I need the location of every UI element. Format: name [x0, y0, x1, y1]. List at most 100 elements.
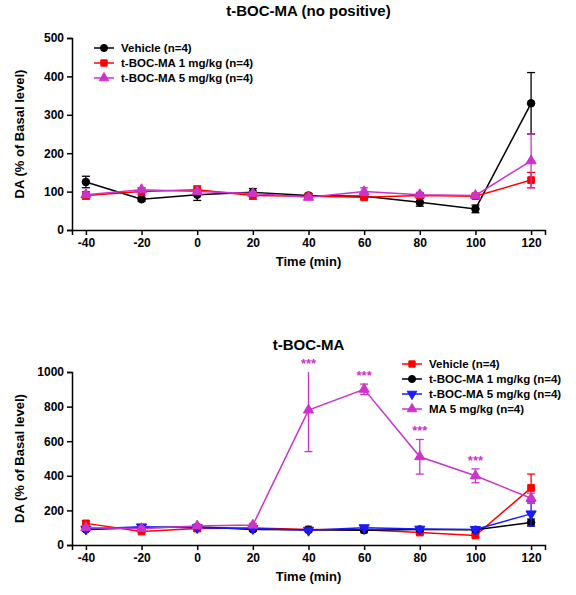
- legend-entry: MA 5 mg/kg (n=4): [402, 403, 524, 415]
- tick-label: 20: [247, 236, 261, 250]
- tick: -40: [78, 230, 96, 250]
- error-bar-cap: [360, 394, 368, 395]
- marker: [415, 526, 425, 535]
- annotation: ***: [468, 453, 484, 468]
- error-bar-cap: [416, 439, 424, 440]
- legend-symbol: [408, 375, 415, 382]
- tick-mark: [420, 545, 422, 550]
- tick: 120: [522, 230, 542, 250]
- error-bar-cap: [527, 503, 535, 504]
- legend-symbol: [101, 60, 107, 66]
- marker: [526, 511, 536, 520]
- marker: [416, 199, 424, 207]
- tick: 0: [57, 538, 72, 552]
- tick: 200: [44, 147, 72, 161]
- tick: 200: [44, 504, 72, 518]
- tick-mark: [67, 476, 72, 478]
- y-axis: 0100200300400500: [44, 31, 73, 237]
- error-bar-cap: [527, 133, 535, 134]
- y-axis-line: [67, 39, 73, 231]
- legend: Vehicle (n=4)t-BOC-MA 1 mg/kg (n=4)t-BOC…: [402, 358, 561, 415]
- tick-label: 1000: [37, 365, 64, 379]
- tick: 800: [44, 400, 72, 414]
- marker: [192, 520, 202, 529]
- plot-area: [81, 73, 536, 213]
- legend-label: t-BOC-MA 5 mg/kg (n=4): [121, 72, 253, 84]
- tick-label: -20: [133, 236, 151, 250]
- legend-symbol: [100, 44, 107, 51]
- tick: 0: [57, 223, 72, 237]
- series: [81, 502, 536, 536]
- marker: [248, 188, 258, 197]
- y-axis-title: DA (% of Basal level): [12, 70, 27, 199]
- tick-label: 40: [302, 236, 316, 250]
- legend-entry: t-BOC-MA 5 mg/kg (n=4): [94, 72, 253, 84]
- tick-mark: [67, 545, 72, 547]
- legend-label: Vehicle (n=4): [121, 42, 192, 54]
- legend-label: t-BOC-MA 1 mg/kg (n=4): [121, 57, 253, 69]
- tick: 80: [414, 230, 428, 250]
- legend: Vehicle (n=4) t-BOC-MA 1 mg/kg (n=4) t-BOC…: [94, 42, 253, 84]
- tick-mark: [141, 545, 143, 550]
- legend-label: MA 5 mg/kg (n=4): [429, 403, 524, 415]
- tick-mark: [67, 406, 72, 408]
- tick-mark: [253, 545, 255, 550]
- tick-mark: [364, 230, 366, 235]
- tick: 500: [44, 31, 72, 45]
- series: [82, 474, 535, 539]
- tick-mark: [67, 191, 72, 193]
- tick-label: 500: [44, 31, 64, 45]
- marker: [303, 191, 313, 200]
- tick-label: 100: [466, 236, 486, 250]
- tick: 100: [466, 545, 486, 565]
- marker: [415, 189, 425, 198]
- tick-label: -40: [78, 236, 96, 250]
- tick-mark: [67, 510, 72, 512]
- tick-mark: [197, 230, 199, 235]
- tick-mark: [86, 545, 88, 550]
- y-axis-line: [67, 373, 73, 546]
- legend-label: t-BOC-MA 1 mg/kg (n=4): [429, 373, 561, 385]
- marker: [527, 99, 535, 107]
- tick-mark: [67, 76, 72, 78]
- error-bar-cap: [416, 473, 424, 474]
- tick-mark: [67, 372, 72, 374]
- tick-label: 60: [358, 236, 372, 250]
- legend-entry: Vehicle (n=4): [94, 42, 192, 54]
- tick-label: -20: [133, 551, 151, 565]
- marker: [248, 519, 258, 528]
- tick-mark: [420, 230, 422, 235]
- tick-mark: [364, 545, 366, 550]
- tick-mark: [67, 230, 72, 232]
- marker: [470, 526, 480, 535]
- tick: 100: [466, 230, 486, 250]
- tick: 120: [522, 545, 542, 565]
- tick: 600: [44, 435, 72, 449]
- marker: [82, 178, 90, 186]
- series: [82, 172, 535, 200]
- marker: [470, 470, 480, 479]
- error-bar-cap: [527, 525, 535, 526]
- error-bar-cap: [527, 72, 535, 73]
- tick-label: 60: [358, 551, 372, 565]
- error-bar-cap: [305, 451, 313, 452]
- series: [82, 73, 535, 213]
- x-axis-title: Time (min): [276, 569, 342, 584]
- legend-label: t-BOC-MA 5 mg/kg (n=4): [429, 388, 561, 400]
- tick-label: 120: [522, 551, 542, 565]
- tick-mark: [67, 115, 72, 117]
- tick-label: -40: [78, 551, 96, 565]
- y-axis: 02004006008001000: [37, 365, 72, 552]
- x-axis-title: Time (min): [276, 254, 342, 269]
- tick-label: 0: [194, 551, 201, 565]
- marker: [470, 190, 480, 199]
- tick-label: 0: [57, 538, 64, 552]
- error-bar-cap: [471, 482, 479, 483]
- marker: [359, 525, 369, 534]
- tick: -20: [133, 545, 151, 565]
- error-bar-cap: [527, 187, 535, 188]
- legend-entry: t-BOC-MA 1 mg/kg (n=4): [94, 57, 253, 69]
- legend-symbol: [407, 391, 417, 399]
- marker: [81, 522, 91, 531]
- tick-label: 200: [44, 504, 64, 518]
